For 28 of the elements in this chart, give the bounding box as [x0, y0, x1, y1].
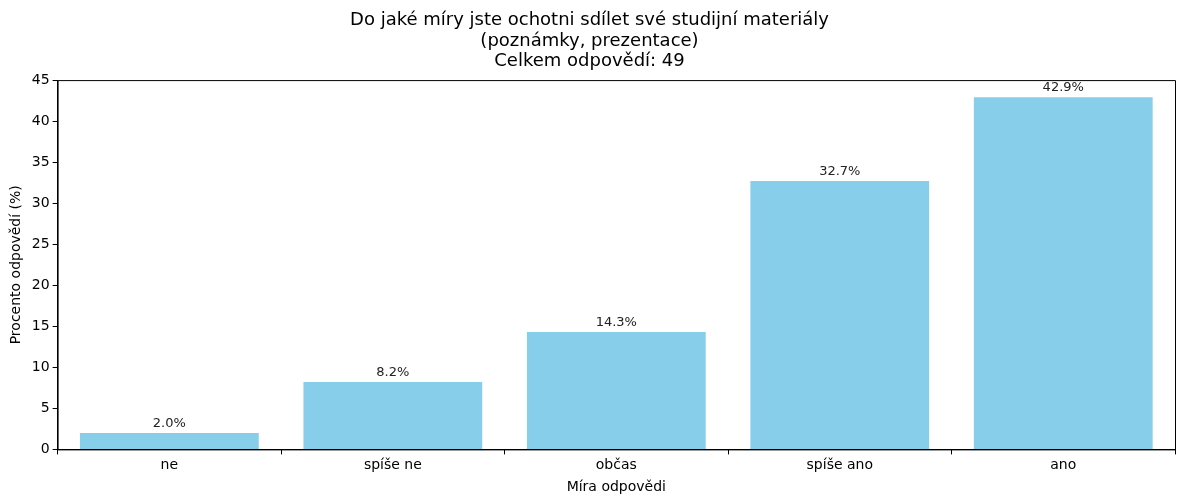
data-label: 2.0%	[152, 414, 186, 430]
bar	[79, 432, 259, 449]
bar	[973, 97, 1153, 449]
data-label: 42.9%	[1042, 79, 1084, 95]
data-label: 8.2%	[376, 363, 410, 379]
data-label: 32.7%	[819, 162, 861, 178]
x-tick-label: spíše ne	[363, 456, 422, 473]
y-tick-label: 30	[31, 193, 50, 210]
data-label: 14.3%	[595, 313, 637, 329]
y-tick-label: 0	[40, 440, 50, 457]
x-tick-label: ne	[160, 456, 179, 473]
y-tick-label: 10	[31, 357, 50, 374]
chart-title: Do jaké míry jste ochotni sdílet své studijní materiály (poznámky, prezentace) Celkem odpovědí: 49	[350, 8, 830, 71]
bar	[750, 181, 930, 449]
y-tick-label: 5	[40, 399, 50, 416]
y-tick-label: 25	[31, 234, 50, 251]
x-axis-title: Míra odpovědi	[566, 478, 666, 495]
x-tick-label: ano	[1050, 456, 1077, 473]
x-tick-label: spíše ano	[806, 456, 874, 473]
bar	[303, 382, 483, 449]
x-tick-label: občas	[595, 456, 637, 473]
y-tick-label: 35	[31, 152, 50, 169]
y-tick-label: 20	[31, 275, 50, 292]
y-axis-title: Procento odpovědí (%)	[7, 185, 24, 345]
y-tick-label: 45	[31, 70, 50, 87]
y-tick-label: 15	[31, 316, 50, 333]
y-tick-label: 40	[31, 111, 50, 128]
bar	[526, 332, 706, 449]
